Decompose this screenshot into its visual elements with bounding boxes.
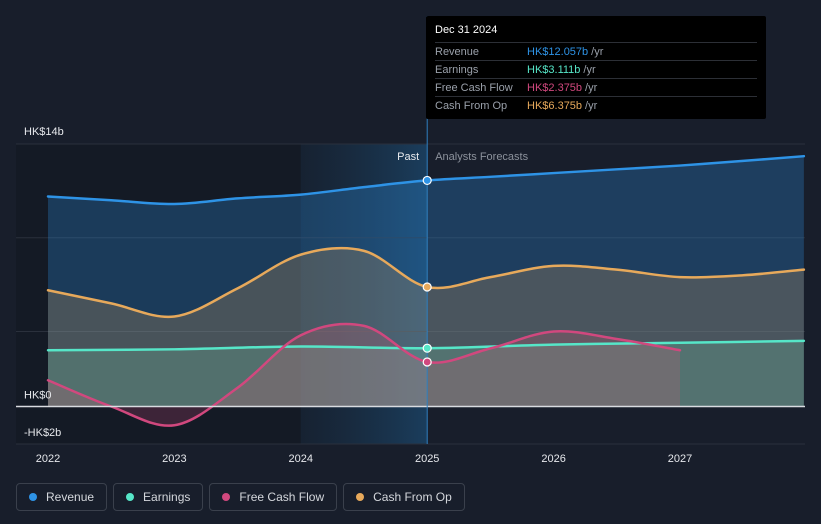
revenue-dot-icon [29, 493, 37, 501]
tooltip-row-revenue: Revenue HK$12.057b /yr [435, 42, 757, 60]
tooltip-value: HK$6.375b [527, 99, 583, 112]
legend-label: Free Cash Flow [239, 490, 325, 504]
analysts-forecasts-label: Analysts Forecasts [435, 151, 528, 163]
y-axis-labels: HK$14b HK$0 -HK$2b [24, 126, 64, 439]
legend: Revenue Earnings Free Cash Flow Cash Fro… [16, 483, 465, 511]
x-tick-label: 2026 [541, 453, 565, 465]
tooltip-unit: /yr [583, 63, 596, 76]
hover-markers [422, 175, 432, 367]
tooltip-date: Dec 31 2024 [435, 24, 498, 36]
tooltip-unit: /yr [585, 99, 598, 112]
legend-label: Earnings [143, 490, 191, 504]
earnings-dot-icon [126, 493, 135, 501]
x-axis-labels: 2022 2023 2024 2025 2026 2027 [36, 453, 692, 465]
tooltip-value: HK$3.111b [527, 63, 581, 76]
gridlines [16, 143, 805, 445]
x-tick-label: 2024 [289, 453, 313, 465]
tooltip-unit: /yr [585, 81, 598, 94]
x-tick-label: 2027 [668, 453, 692, 465]
legend-label: Revenue [46, 490, 95, 504]
free-cash-flow-dot-icon [222, 493, 231, 501]
tooltip-row-earnings: Earnings HK$3.111b /yr [435, 60, 757, 78]
tooltip-row-cash-from-op: Cash From Op HK$6.375b /yr [435, 96, 757, 114]
y-tick-label: -HK$2b [24, 427, 61, 439]
legend-item-free-cash-flow[interactable]: Free Cash Flow [209, 483, 338, 511]
legend-item-earnings[interactable]: Earnings [113, 483, 204, 511]
tooltip-label: Cash From Op [435, 99, 508, 112]
legend-label: Cash From Op [373, 490, 452, 504]
tooltip-label: Revenue [435, 45, 480, 58]
cash-from-op-marker [422, 282, 432, 292]
earnings-marker [422, 343, 432, 353]
tooltip-row-free-cash-flow: Free Cash Flow HK$2.375b /yr [435, 78, 757, 96]
tooltip-value: HK$2.375b [527, 81, 583, 94]
free-cash-flow-area [48, 323, 680, 426]
legend-item-cash-from-op[interactable]: Cash From Op [343, 483, 465, 511]
x-tick-label: 2023 [162, 453, 186, 465]
cash-from-op-line [46, 246, 806, 319]
x-tick-label: 2022 [36, 453, 60, 465]
revenue-marker [422, 175, 432, 186]
past-label: Past [397, 151, 419, 163]
free-cash-flow-marker [422, 357, 432, 367]
hover-highlight-band [300, 144, 428, 444]
y-tick-label: HK$14b [24, 126, 64, 138]
free-cash-flow-line [46, 322, 682, 427]
legend-item-revenue[interactable]: Revenue [16, 483, 108, 511]
earnings-area [48, 340, 804, 407]
tooltip-label: Earnings [435, 63, 479, 76]
tooltip-label: Free Cash Flow [435, 81, 513, 94]
x-tick-label: 2025 [415, 453, 439, 465]
tooltip-unit: /yr [591, 45, 604, 58]
cash-from-op-dot-icon [356, 493, 365, 501]
tooltip: Dec 31 2024 Revenue HK$12.057b /yr Earni… [426, 16, 766, 119]
tooltip-value: HK$12.057b [527, 45, 589, 58]
cash-from-op-area [48, 248, 804, 407]
y-tick-label: HK$0 [24, 390, 52, 402]
